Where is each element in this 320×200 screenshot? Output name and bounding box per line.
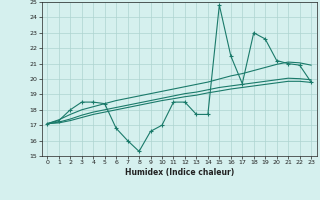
X-axis label: Humidex (Indice chaleur): Humidex (Indice chaleur) (124, 168, 234, 177)
